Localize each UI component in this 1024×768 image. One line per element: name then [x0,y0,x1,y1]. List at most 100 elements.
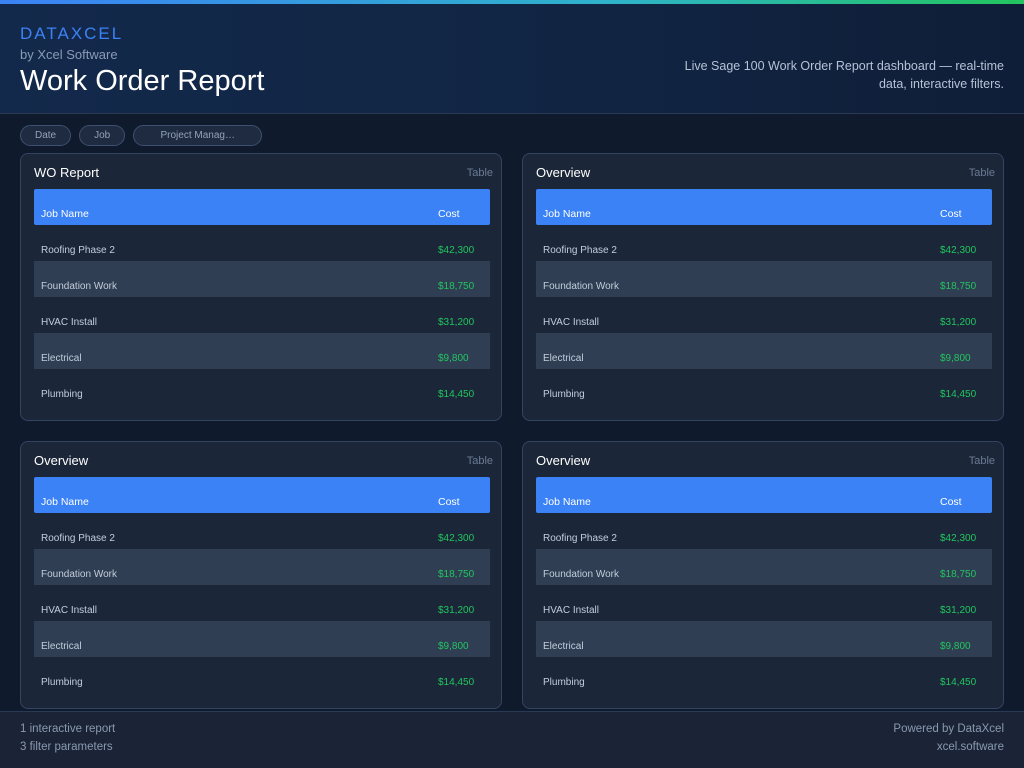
column-header-cost[interactable]: Cost [940,208,962,220]
table-header: Job Name Cost [536,477,992,513]
page-footer: 1 interactive report 3 filter parameters… [0,711,1024,768]
cell-job-name: HVAC Install [41,605,97,616]
cell-job-name: Foundation Work [543,281,619,292]
cell-cost: $42,300 [438,533,475,544]
table-row[interactable]: Electrical $9,800 [536,621,992,657]
table-row[interactable]: HVAC Install $31,200 [536,297,992,333]
panel-type-label: Table [968,455,995,467]
column-header-cost[interactable]: Cost [438,208,460,220]
report-panel: WO Report Table Job Name Cost Roofing Ph… [20,153,502,421]
footer-powered-by: Powered by DataXcel [893,723,1004,735]
cell-cost: $18,750 [438,281,475,292]
table-row[interactable]: HVAC Install $31,200 [34,585,490,621]
cell-cost: $14,450 [940,677,977,688]
panel-type-label: Table [968,167,995,179]
cell-job-name: Roofing Phase 2 [543,245,617,256]
column-header-job-name[interactable]: Job Name [41,208,89,220]
cell-job-name: Plumbing [543,677,585,688]
page-description: Live Sage 100 Work Order Report dashboar… [684,59,1004,91]
cell-job-name: Electrical [543,353,584,364]
table-row[interactable]: Roofing Phase 2 $42,300 [34,225,490,261]
panel-title: Overview [34,453,89,468]
cell-cost: $31,200 [438,605,475,616]
report-panel: Overview Table Job Name Cost Roofing Pha… [522,441,1004,709]
cell-job-name: Electrical [543,641,584,652]
table-row[interactable]: Plumbing $14,450 [536,657,992,693]
cell-job-name: HVAC Install [543,605,599,616]
page-header: DATAXCEL by Xcel Software Work Order Rep… [0,4,1024,114]
table-row[interactable]: Foundation Work $18,750 [34,549,490,585]
report-panel: Overview Table Job Name Cost Roofing Pha… [522,153,1004,421]
data-table: Job Name Cost Roofing Phase 2 $42,300 Fou… [536,477,992,693]
cell-cost: $31,200 [940,317,977,328]
column-header-job-name[interactable]: Job Name [41,496,89,508]
table-row[interactable]: Roofing Phase 2 $42,300 [536,513,992,549]
data-table: Job Name Cost Roofing Phase 2 $42,300 Fou… [34,189,490,405]
table-row[interactable]: Plumbing $14,450 [34,657,490,693]
table-row[interactable]: Roofing Phase 2 $42,300 [536,225,992,261]
brand-logo: DATAXCEL [20,24,124,43]
cell-job-name: Roofing Phase 2 [41,245,115,256]
cell-job-name: Plumbing [41,389,83,400]
table-row[interactable]: Electrical $9,800 [536,333,992,369]
panel-title: WO Report [34,165,100,180]
cell-job-name: HVAC Install [41,317,97,328]
cell-cost: $14,450 [438,389,475,400]
table-row[interactable]: Electrical $9,800 [34,621,490,657]
table-row[interactable]: Foundation Work $18,750 [536,549,992,585]
table-header: Job Name Cost [536,189,992,225]
panel-title: Overview [536,165,591,180]
panel-type-label: Table [466,167,493,179]
filter-chip-date[interactable]: Date [20,125,72,146]
table-row[interactable]: Foundation Work $18,750 [34,261,490,297]
cell-job-name: Electrical [41,641,82,652]
table-row[interactable]: Electrical $9,800 [34,333,490,369]
cell-cost: $31,200 [438,317,475,328]
column-header-cost[interactable]: Cost [940,496,962,508]
cell-job-name: Roofing Phase 2 [41,533,115,544]
footer-website-link[interactable]: xcel.software [936,741,1004,753]
filter-chip-job[interactable]: Job [79,125,126,146]
cell-job-name: Foundation Work [543,569,619,580]
cell-cost: $42,300 [940,245,977,256]
cell-cost: $42,300 [438,245,475,256]
footer-report-count: 1 interactive report [20,723,116,735]
column-header-job-name[interactable]: Job Name [543,208,591,220]
panel-type-label: Table [466,455,493,467]
filter-bar: Date Job Project Manag… [20,125,263,147]
cell-job-name: Foundation Work [41,569,117,580]
page-title: Work Order Report [20,65,265,97]
table-row[interactable]: Plumbing $14,450 [536,369,992,405]
cell-cost: $9,800 [438,353,469,364]
column-header-job-name[interactable]: Job Name [543,496,591,508]
table-header: Job Name Cost [34,477,490,513]
cell-job-name: HVAC Install [543,317,599,328]
data-table: Job Name Cost Roofing Phase 2 $42,300 Fou… [34,477,490,693]
report-panel: Overview Table Job Name Cost Roofing Pha… [20,441,502,709]
cell-cost: $14,450 [438,677,475,688]
table-row[interactable]: Foundation Work $18,750 [536,261,992,297]
cell-cost: $18,750 [940,281,977,292]
table-row[interactable]: HVAC Install $31,200 [34,297,490,333]
cell-cost: $9,800 [940,353,971,364]
cell-job-name: Electrical [41,353,82,364]
table-row[interactable]: Roofing Phase 2 $42,300 [34,513,490,549]
cell-cost: $14,450 [940,389,977,400]
table-header: Job Name Cost [34,189,490,225]
filter-chip-project-manager[interactable]: Project Manag… [133,125,263,146]
column-header-cost[interactable]: Cost [438,496,460,508]
cell-cost: $9,800 [940,641,971,652]
data-table: Job Name Cost Roofing Phase 2 $42,300 Fou… [536,189,992,405]
cell-cost: $18,750 [438,569,475,580]
cell-cost: $42,300 [940,533,977,544]
cell-cost: $9,800 [438,641,469,652]
table-row[interactable]: Plumbing $14,450 [34,369,490,405]
cell-job-name: Roofing Phase 2 [543,533,617,544]
top-accent-bar [0,0,1024,4]
table-row[interactable]: HVAC Install $31,200 [536,585,992,621]
cell-job-name: Plumbing [41,677,83,688]
brand-byline: by Xcel Software [20,47,118,62]
footer-filter-count: 3 filter parameters [20,741,113,753]
cell-job-name: Plumbing [543,389,585,400]
cell-cost: $31,200 [940,605,977,616]
